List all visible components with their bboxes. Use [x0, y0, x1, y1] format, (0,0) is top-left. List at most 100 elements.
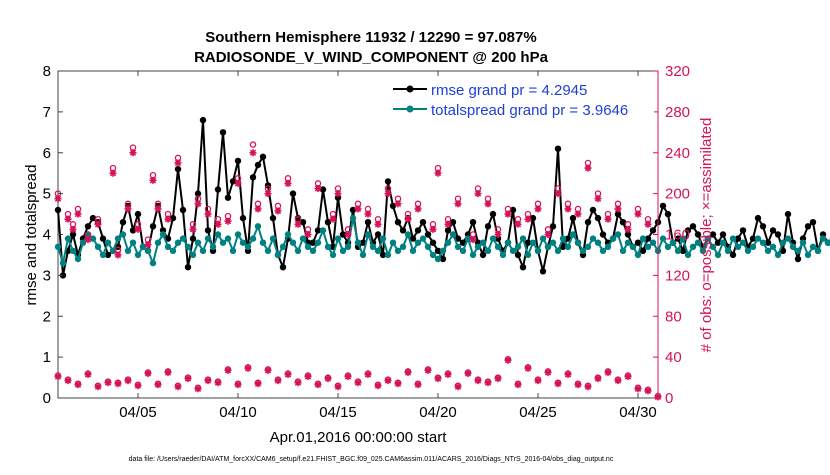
rmse-point-85 [480, 252, 486, 258]
obs-assimilated-low-marker-57 [625, 373, 632, 380]
chart-title-line1: Southern Hemisphere 11932 / 12290 = 97.0… [205, 29, 536, 46]
rmse-point-34 [225, 195, 231, 201]
spread-point-8 [95, 244, 101, 250]
spread-point-124 [675, 248, 681, 254]
obs-assimilated-low-marker-53 [585, 383, 592, 390]
spread-point-10 [105, 240, 111, 246]
obs-assimilated-marker-14 [165, 216, 172, 223]
rmse-point-121 [660, 203, 666, 209]
legend: rmse grand pr = 4.2945 totalspread grand… [386, 76, 654, 120]
spread-point-46 [285, 231, 291, 237]
obs-assimilated-marker-19 [215, 221, 222, 228]
spread-point-108 [595, 240, 601, 246]
y-left-tick-label-2: 2 [43, 308, 51, 325]
obs-assimilated-marker-33 [355, 205, 362, 212]
obs-assimilated-marker-26 [285, 180, 292, 187]
obs-assimilated-marker-56 [585, 165, 592, 172]
spread-point-135 [730, 235, 736, 241]
rmse-point-24 [175, 166, 181, 172]
spread-point-22 [165, 244, 171, 250]
obs-assimilated-low-marker-0 [55, 373, 62, 380]
spread-point-66 [385, 252, 391, 258]
obs-assimilated-marker-17 [195, 200, 202, 207]
obs-assimilated-marker-12 [150, 177, 157, 184]
spread-point-72 [415, 240, 421, 246]
x-axis-label: Apr.01,2016 00:00:00 start [270, 429, 448, 446]
spread-point-142 [765, 248, 771, 254]
spread-point-29 [200, 248, 206, 254]
rmse-point-45 [280, 264, 286, 270]
obs-assimilated-marker-25 [275, 207, 282, 214]
spread-point-54 [325, 244, 331, 250]
obs-assimilated-low-marker-28 [335, 383, 342, 390]
spread-point-45 [280, 244, 286, 250]
rmse-point-119 [650, 227, 656, 233]
rmse-point-68 [395, 219, 401, 225]
spread-point-99 [550, 240, 556, 246]
obs-assimilated-marker-35 [375, 221, 382, 228]
obs-assimilated-marker-52 [545, 231, 552, 238]
spread-point-86 [485, 248, 491, 254]
obs-assimilated-marker-23 [255, 205, 262, 212]
spread-point-139 [750, 244, 756, 250]
obs-assimilated-low-marker-13 [185, 375, 192, 382]
obs-assimilated-low-marker-3 [85, 371, 92, 378]
rmse-point-43 [270, 215, 276, 221]
spread-point-47 [290, 240, 296, 246]
rmse-point-73 [420, 219, 426, 225]
y-right-tick-label-1: 40 [665, 349, 682, 366]
obs-assimilated-low-marker-45 [505, 357, 512, 364]
obs-assimilated-low-marker-15 [205, 377, 212, 384]
rmse-point-53 [320, 186, 326, 192]
legend-rmse-marker [407, 86, 414, 93]
rmse-point-36 [235, 158, 241, 164]
obs-assimilated-low-marker-10 [155, 381, 162, 388]
obs-assimilated-low-marker-19 [245, 365, 252, 372]
obs-assimilated-marker-1 [65, 216, 72, 223]
spread-point-88 [495, 244, 501, 250]
obs-assimilated-low-marker-5 [105, 379, 112, 386]
obs-assimilated-low-marker-8 [135, 382, 142, 389]
rmse-point-30 [205, 227, 211, 233]
obs-assimilated-low-marker-46 [515, 381, 522, 388]
spread-point-110 [605, 244, 611, 250]
obs-assimilated-low-marker-12 [175, 383, 182, 390]
spread-point-33 [220, 240, 226, 246]
spread-point-149 [800, 240, 806, 246]
obs-assimilated-marker-21 [235, 180, 242, 187]
obs-assimilated-low-marker-26 [315, 381, 322, 388]
obs-assimilated-marker-18 [205, 211, 212, 218]
spread-point-150 [805, 252, 811, 258]
obs-assimilated-low-marker-31 [365, 371, 372, 378]
obs-assimilated-low-marker-18 [235, 381, 242, 388]
y-left-tick-label-0: 0 [43, 390, 51, 407]
spread-point-151 [810, 244, 816, 250]
obs-assimilated-low-marker-40 [455, 383, 462, 390]
rmse-point-25 [180, 207, 186, 213]
obs-assimilated-marker-53 [555, 190, 562, 197]
rmse-point-107 [590, 207, 596, 213]
spread-point-92 [515, 244, 521, 250]
spread-point-61 [360, 252, 366, 258]
spread-point-83 [470, 252, 476, 258]
obs-assimilated-marker-22 [250, 149, 257, 156]
spread-point-111 [610, 235, 616, 241]
obs-assimilated-marker-51 [535, 205, 542, 212]
spread-point-118 [645, 244, 651, 250]
obs-assimilated-low-marker-51 [565, 371, 572, 378]
obs-assimilated-low-marker-25 [305, 373, 312, 380]
spread-point-100 [555, 248, 561, 254]
spread-point-84 [475, 244, 481, 250]
spread-point-25 [180, 235, 186, 241]
obs-assimilated-low-marker-55 [605, 369, 612, 376]
spread-point-79 [450, 231, 456, 237]
obs-assimilated-marker-54 [565, 205, 572, 212]
rmse-point-64 [375, 231, 381, 237]
spread-point-80 [455, 244, 461, 250]
obs-assimilated-low-marker-23 [285, 371, 292, 378]
rmse-point-23 [170, 215, 176, 221]
spread-point-102 [565, 244, 571, 250]
rmse-point-29 [200, 117, 206, 123]
y-right-tick-label-7: 280 [665, 104, 690, 121]
spread-point-90 [505, 240, 511, 246]
